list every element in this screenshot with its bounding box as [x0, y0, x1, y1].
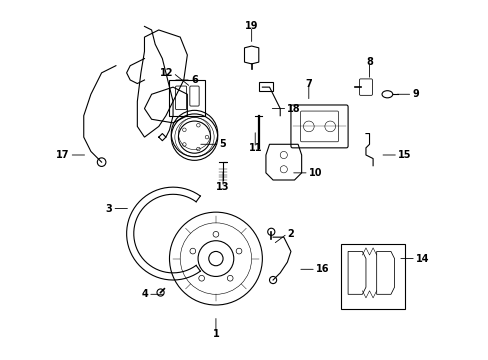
Text: 9: 9	[411, 89, 418, 99]
Text: 14: 14	[415, 253, 428, 264]
Text: 18: 18	[287, 104, 301, 113]
Text: 2: 2	[287, 229, 293, 239]
Text: 16: 16	[315, 264, 329, 274]
Bar	[340, 244, 405, 309]
Text: 7: 7	[305, 78, 311, 89]
Text: 4: 4	[141, 289, 148, 299]
Text: 8: 8	[366, 57, 372, 67]
Text: 5: 5	[219, 139, 226, 149]
Text: 13: 13	[216, 182, 229, 192]
Bar	[258, 82, 272, 91]
Text: 6: 6	[190, 75, 197, 85]
Text: 15: 15	[397, 150, 411, 160]
Text: 19: 19	[244, 21, 258, 31]
Text: 12: 12	[159, 68, 173, 78]
Text: 10: 10	[308, 168, 322, 178]
Text: 11: 11	[248, 143, 262, 153]
Text: 1: 1	[212, 329, 219, 339]
Bar	[169, 80, 205, 116]
Text: 17: 17	[56, 150, 69, 160]
Text: 3: 3	[105, 203, 112, 213]
